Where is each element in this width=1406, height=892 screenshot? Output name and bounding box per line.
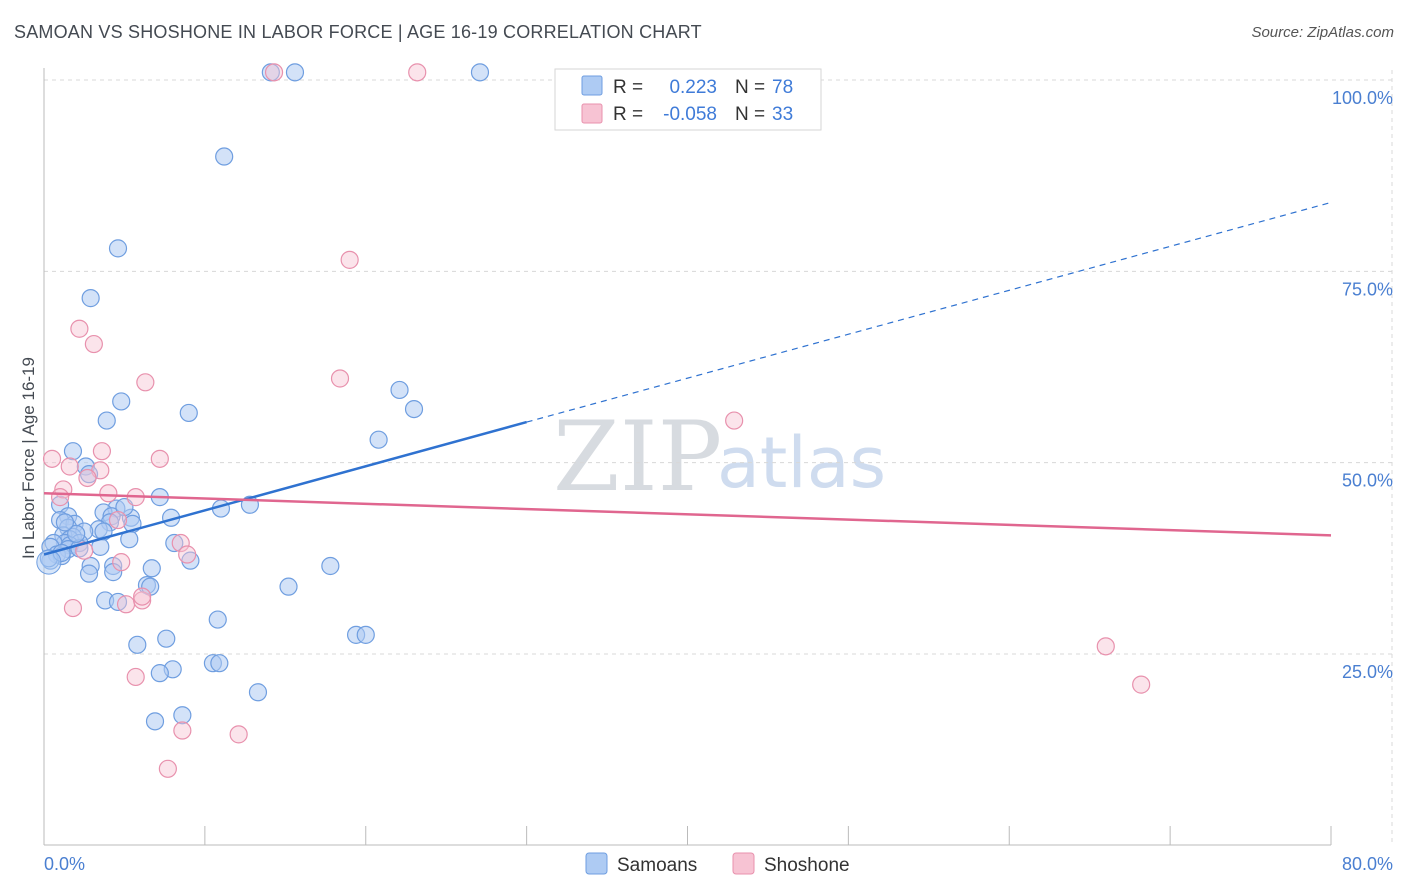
shoshone-point xyxy=(408,63,427,82)
y-tick-label: 75.0% xyxy=(1342,279,1393,299)
legend-r-value-samoan: 0.223 xyxy=(669,77,717,98)
samoan-point xyxy=(470,63,490,82)
samoan-point xyxy=(150,664,169,683)
samoan-point xyxy=(279,577,298,596)
legend-n-value-shoshone: 33 xyxy=(772,104,793,125)
shoshone-point xyxy=(112,553,131,572)
legend-r-label-shoshone: R = xyxy=(613,104,643,125)
samoan-point xyxy=(404,399,424,419)
samoan-point xyxy=(356,625,375,644)
shoshone-point xyxy=(171,533,190,553)
shoshone-trend-line xyxy=(43,492,1332,537)
samoan-point xyxy=(165,533,184,553)
shoshone-point xyxy=(136,373,155,392)
samoan-point xyxy=(36,549,62,575)
samoan-point xyxy=(79,564,99,583)
samoan-point xyxy=(97,411,116,430)
samoan-point xyxy=(145,712,165,731)
x-tick-label-min: 0.0% xyxy=(44,854,85,874)
shoshone-point xyxy=(1132,675,1151,694)
y-tick-label: 100.0% xyxy=(1332,88,1393,108)
shoshone-point xyxy=(42,449,62,468)
shoshone-point xyxy=(84,334,103,354)
shoshone-point xyxy=(150,449,169,468)
shoshone-point xyxy=(178,545,197,564)
legend-n-label-shoshone: N = xyxy=(735,104,765,125)
samoan-point xyxy=(215,147,234,166)
shoshone-point xyxy=(60,457,79,476)
shoshone-point xyxy=(173,721,192,740)
y-tick-label: 50.0% xyxy=(1342,471,1393,491)
samoan-point xyxy=(210,654,229,673)
legend-swatch-samoan xyxy=(581,75,603,96)
shoshone-point xyxy=(330,369,350,388)
samoan-point xyxy=(321,556,340,576)
samoan-point xyxy=(81,289,100,308)
bottom-legend-swatch-shoshone xyxy=(732,852,755,875)
y-tick-labels: 25.0% 50.0% 75.0% 100.0% xyxy=(1332,88,1393,682)
samoan-trend-extension xyxy=(526,201,1332,423)
shoshone-point xyxy=(70,319,89,338)
samoan-points xyxy=(36,63,490,731)
shoshone-point xyxy=(133,587,152,606)
series-legend: Samoans Shoshone xyxy=(585,852,850,876)
samoan-point xyxy=(67,524,86,543)
bottom-legend-swatch-samoans xyxy=(585,852,608,875)
stats-legend: R = 0.223 N = 78 R = -0.058 N = 33 xyxy=(554,68,822,131)
watermark-atlas: atlas xyxy=(717,422,886,504)
legend-r-value-shoshone: -0.058 xyxy=(663,104,717,125)
legend-n-label-samoan: N = xyxy=(735,77,765,98)
y-axis-title: In Labor Force | Age 16-19 xyxy=(19,357,38,559)
bottom-legend-label-shoshone: Shoshone xyxy=(764,855,850,876)
legend-swatch-shoshone xyxy=(581,103,603,124)
samoan-point xyxy=(173,706,192,725)
shoshone-point xyxy=(99,484,118,503)
y-tick-label: 25.0% xyxy=(1342,662,1393,682)
samoan-point xyxy=(390,380,409,400)
samoan-point xyxy=(248,683,268,702)
trend-lines xyxy=(43,201,1332,556)
samoan-point xyxy=(112,392,131,411)
samoan-point xyxy=(63,442,83,461)
shoshone-point xyxy=(133,591,152,610)
shoshone-point xyxy=(92,442,112,461)
samoan-point xyxy=(142,559,161,578)
shoshone-point xyxy=(108,510,128,530)
watermark-zip: ZIP xyxy=(553,401,722,513)
shoshone-point xyxy=(1096,637,1115,656)
shoshone-point xyxy=(63,598,83,618)
samoan-point xyxy=(179,403,198,423)
legend-n-value-samoan: 78 xyxy=(772,77,793,98)
samoan-point xyxy=(369,430,388,449)
x-tick-labels: 0.0% 80.0% xyxy=(44,854,1393,874)
chart-title: SAMOAN VS SHOSHONE IN LABOR FORCE | AGE … xyxy=(14,22,702,42)
samoan-point xyxy=(108,239,128,258)
samoan-trend-line xyxy=(43,420,527,556)
x-tick-label-max: 80.0% xyxy=(1342,854,1393,874)
shoshone-point xyxy=(126,667,145,687)
shoshone-point xyxy=(50,488,70,507)
source-label: Source: ZipAtlas.com xyxy=(1251,24,1394,41)
samoan-point xyxy=(285,63,305,82)
shoshone-point xyxy=(264,63,284,82)
samoan-point xyxy=(157,629,176,648)
shoshone-point xyxy=(725,411,744,430)
shoshone-point xyxy=(340,250,359,269)
samoan-point xyxy=(55,513,75,532)
samoan-point xyxy=(128,635,147,654)
shoshone-point xyxy=(78,468,97,488)
bottom-legend-label-samoans: Samoans xyxy=(617,855,697,876)
shoshone-point xyxy=(116,595,136,614)
shoshone-point xyxy=(158,759,177,778)
samoan-point xyxy=(208,610,227,629)
legend-r-label-samoan: R = xyxy=(613,77,643,98)
shoshone-point xyxy=(229,725,248,744)
